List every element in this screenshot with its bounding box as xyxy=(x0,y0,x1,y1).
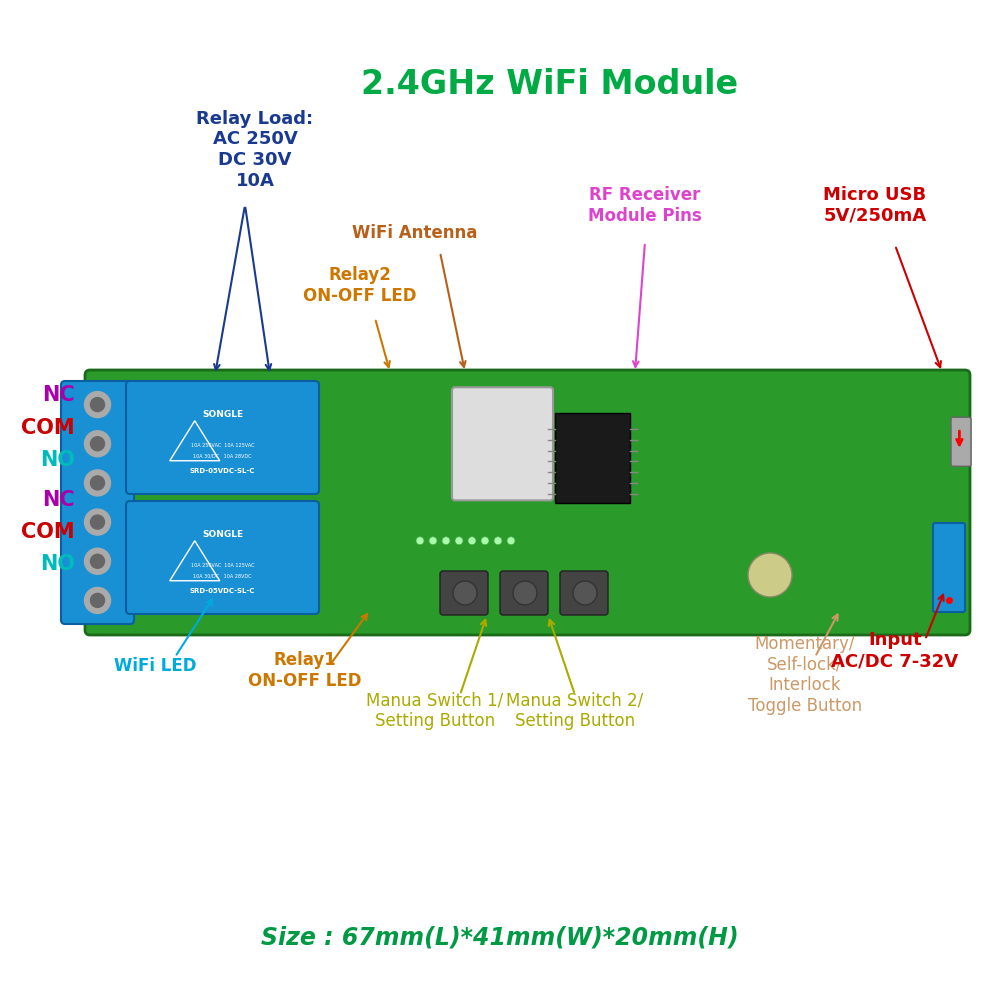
Circle shape xyxy=(468,537,476,545)
FancyBboxPatch shape xyxy=(933,523,965,612)
Text: 10A 30/DC   10A 28VDC: 10A 30/DC 10A 28VDC xyxy=(193,454,252,459)
Circle shape xyxy=(90,554,104,568)
Text: Manua Switch 1/
Setting Button: Manua Switch 1/ Setting Button xyxy=(366,691,504,730)
Circle shape xyxy=(416,537,424,545)
Circle shape xyxy=(573,581,597,605)
FancyBboxPatch shape xyxy=(126,501,319,614)
Text: NO: NO xyxy=(40,450,75,470)
Circle shape xyxy=(90,437,104,451)
Text: COM: COM xyxy=(21,522,75,542)
Text: Relay2
ON-OFF LED: Relay2 ON-OFF LED xyxy=(303,266,417,305)
Text: 10A 30/DC   10A 28VDC: 10A 30/DC 10A 28VDC xyxy=(193,574,252,579)
Circle shape xyxy=(84,548,110,574)
FancyBboxPatch shape xyxy=(560,571,608,615)
Text: Micro USB
5V/250mA: Micro USB 5V/250mA xyxy=(823,186,927,225)
Bar xyxy=(555,413,630,502)
Text: SRD-05VDC-SL-C: SRD-05VDC-SL-C xyxy=(190,588,255,594)
Text: 10A 250VAC  10A 125VAC: 10A 250VAC 10A 125VAC xyxy=(191,443,254,448)
Circle shape xyxy=(442,537,450,545)
Circle shape xyxy=(494,537,502,545)
Circle shape xyxy=(90,593,104,607)
Text: NO: NO xyxy=(40,554,75,574)
Text: Relay1
ON-OFF LED: Relay1 ON-OFF LED xyxy=(248,651,362,690)
Text: NC: NC xyxy=(42,490,75,510)
Circle shape xyxy=(84,470,110,496)
Circle shape xyxy=(748,553,792,597)
Text: SONGLE: SONGLE xyxy=(202,410,243,419)
Circle shape xyxy=(453,581,477,605)
FancyBboxPatch shape xyxy=(61,381,134,624)
FancyBboxPatch shape xyxy=(440,571,488,615)
FancyBboxPatch shape xyxy=(951,417,971,466)
Circle shape xyxy=(429,537,437,545)
Circle shape xyxy=(507,537,515,545)
FancyBboxPatch shape xyxy=(452,387,553,500)
Circle shape xyxy=(481,537,489,545)
FancyBboxPatch shape xyxy=(500,571,548,615)
Circle shape xyxy=(90,398,104,412)
Text: COM: COM xyxy=(21,418,75,438)
Text: RF Receiver
Module Pins: RF Receiver Module Pins xyxy=(588,186,702,225)
Circle shape xyxy=(84,392,110,418)
Text: WiFi LED: WiFi LED xyxy=(114,657,196,675)
FancyBboxPatch shape xyxy=(126,381,319,494)
Circle shape xyxy=(90,515,104,529)
Text: Input
AC/DC 7-32V: Input AC/DC 7-32V xyxy=(831,631,959,670)
Text: SONGLE: SONGLE xyxy=(202,530,243,539)
Text: 2.4GHz WiFi Module: 2.4GHz WiFi Module xyxy=(361,68,739,102)
Text: Size : 67mm(L)*41mm(W)*20mm(H): Size : 67mm(L)*41mm(W)*20mm(H) xyxy=(261,926,739,950)
FancyBboxPatch shape xyxy=(85,370,970,635)
Circle shape xyxy=(90,476,104,490)
Text: SRD-05VDC-SL-C: SRD-05VDC-SL-C xyxy=(190,468,255,474)
Text: WiFi Antenna: WiFi Antenna xyxy=(352,224,478,242)
Circle shape xyxy=(84,509,110,535)
Circle shape xyxy=(84,587,110,613)
Circle shape xyxy=(455,537,463,545)
Text: Momentary/
Self-lock/
Interlock
Toggle Button: Momentary/ Self-lock/ Interlock Toggle B… xyxy=(748,635,862,715)
Text: 10A 250VAC  10A 125VAC: 10A 250VAC 10A 125VAC xyxy=(191,563,254,568)
Circle shape xyxy=(513,581,537,605)
Circle shape xyxy=(84,431,110,457)
Text: Relay Load:
AC 250V
DC 30V
10A: Relay Load: AC 250V DC 30V 10A xyxy=(196,110,314,190)
Text: NC: NC xyxy=(42,385,75,405)
Text: Manua Switch 2/
Setting Button: Manua Switch 2/ Setting Button xyxy=(506,691,644,730)
